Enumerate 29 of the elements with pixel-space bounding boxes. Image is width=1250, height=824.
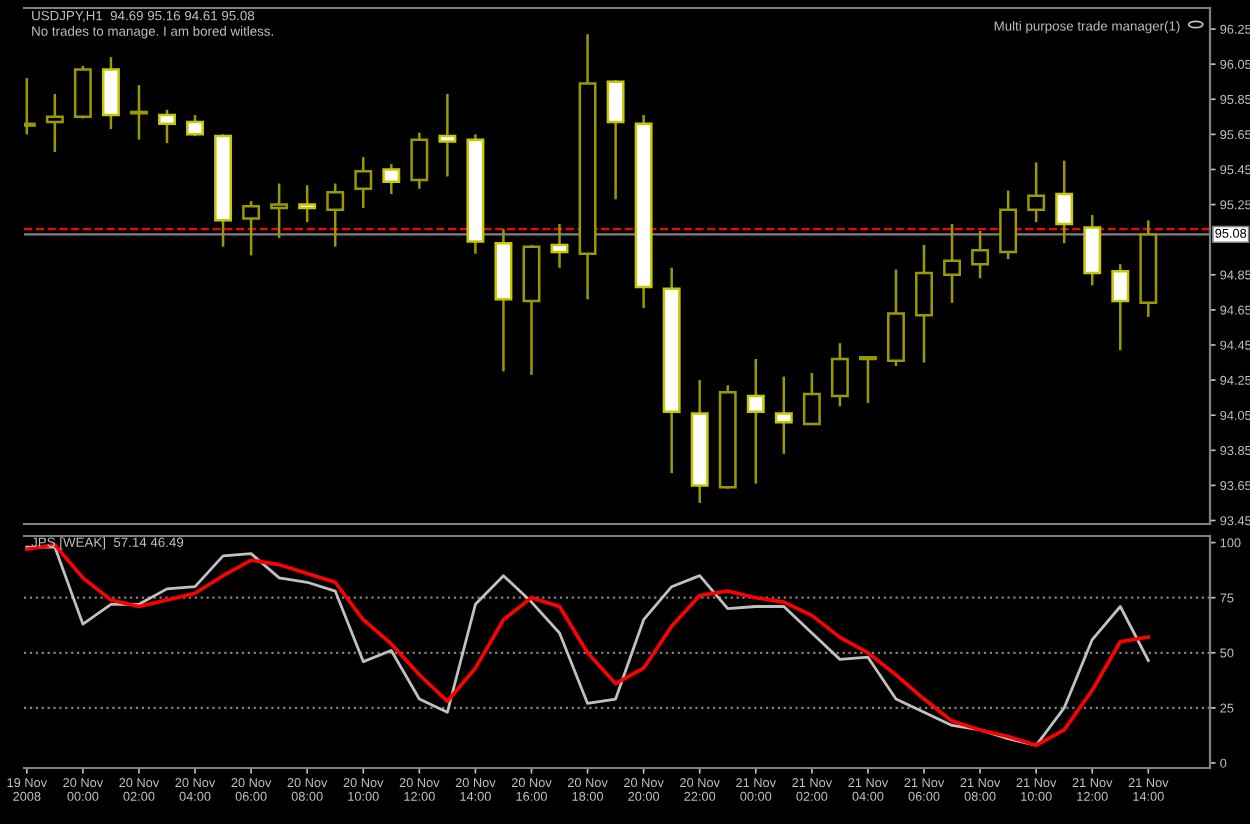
candlestick [999,189,1018,261]
candlestick [45,92,64,154]
candlestick [802,371,821,426]
candlestick [326,182,345,248]
candlestick [298,184,317,224]
candlestick [943,222,962,305]
candlestick [1055,159,1074,245]
candlestick [1083,213,1102,287]
candlestick [887,268,905,368]
candlestick [774,375,793,456]
candlestick [382,162,401,196]
candlestick [915,243,933,364]
candlestick [858,356,877,405]
candlestick [158,108,176,145]
candlestick [270,182,289,240]
candlestick [242,199,261,257]
candlestick [550,222,569,270]
candlestick [971,229,990,280]
candlestick [438,92,457,178]
candlestick [1111,262,1130,352]
candlestick [129,83,148,141]
candlestick [101,55,120,131]
candlestick [73,64,92,120]
candlestick [830,341,849,408]
candlestick [410,131,429,191]
candlestick [354,155,373,210]
candlestick [1027,161,1046,224]
candlestick [746,357,765,485]
candlestick [606,78,625,201]
